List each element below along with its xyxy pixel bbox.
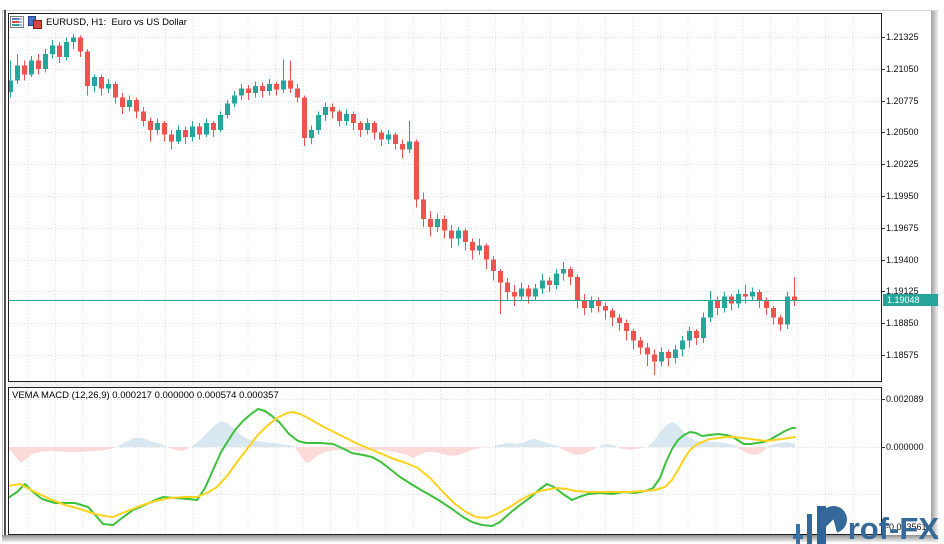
watermark-pie-p-icon <box>816 506 847 544</box>
price-axis-label: 1.21325 <box>886 32 919 42</box>
watermark-bar-icon <box>805 514 814 544</box>
price-axis-label: 1.20225 <box>886 159 919 169</box>
indicator-axis-label: -0.003561 <box>886 522 927 532</box>
current-price-badge: 1.19048 <box>883 294 938 306</box>
watermark-text: rof-FX <box>847 511 939 544</box>
price-axis-label: 1.19675 <box>886 223 919 233</box>
indicator-axis-label: 0.000000 <box>886 442 924 452</box>
window-bevel-top <box>2 10 938 11</box>
indicator-panel[interactable] <box>8 387 882 535</box>
broker-watermark: rof-FX <box>792 506 939 544</box>
watermark-candle-icon <box>792 524 803 544</box>
window-bevel-left-dark <box>4 10 6 541</box>
price-axis-label: 1.20775 <box>886 96 919 106</box>
bar-chart-icon <box>28 16 42 29</box>
price-chart-panel[interactable] <box>8 13 882 382</box>
quotes-table-icon <box>10 16 24 28</box>
price-axis-label: 1.20500 <box>886 127 919 137</box>
chart-header: EURUSD, H1: Euro vs US Dollar <box>10 15 187 29</box>
panel-splitter[interactable] <box>8 382 882 387</box>
indicator-axis-label: 0.002089 <box>886 394 924 404</box>
window-bevel-bottom <box>2 535 938 542</box>
window-bevel-left-light <box>2 10 3 541</box>
price-axis-label: 1.19125 <box>886 286 919 296</box>
indicator-label: VEMA MACD (12,26,9) 0.000217 0.000000 0.… <box>12 390 279 401</box>
price-axis-label: 1.18850 <box>886 318 919 328</box>
price-axis-label: 1.21050 <box>886 64 919 74</box>
window-bevel-right <box>931 11 938 541</box>
price-axis-label: 1.18575 <box>886 350 919 360</box>
price-axis-label: 1.19950 <box>886 191 919 201</box>
price-axis-label: 1.19400 <box>886 255 919 265</box>
chart-title: EURUSD, H1: Euro vs US Dollar <box>46 16 187 28</box>
